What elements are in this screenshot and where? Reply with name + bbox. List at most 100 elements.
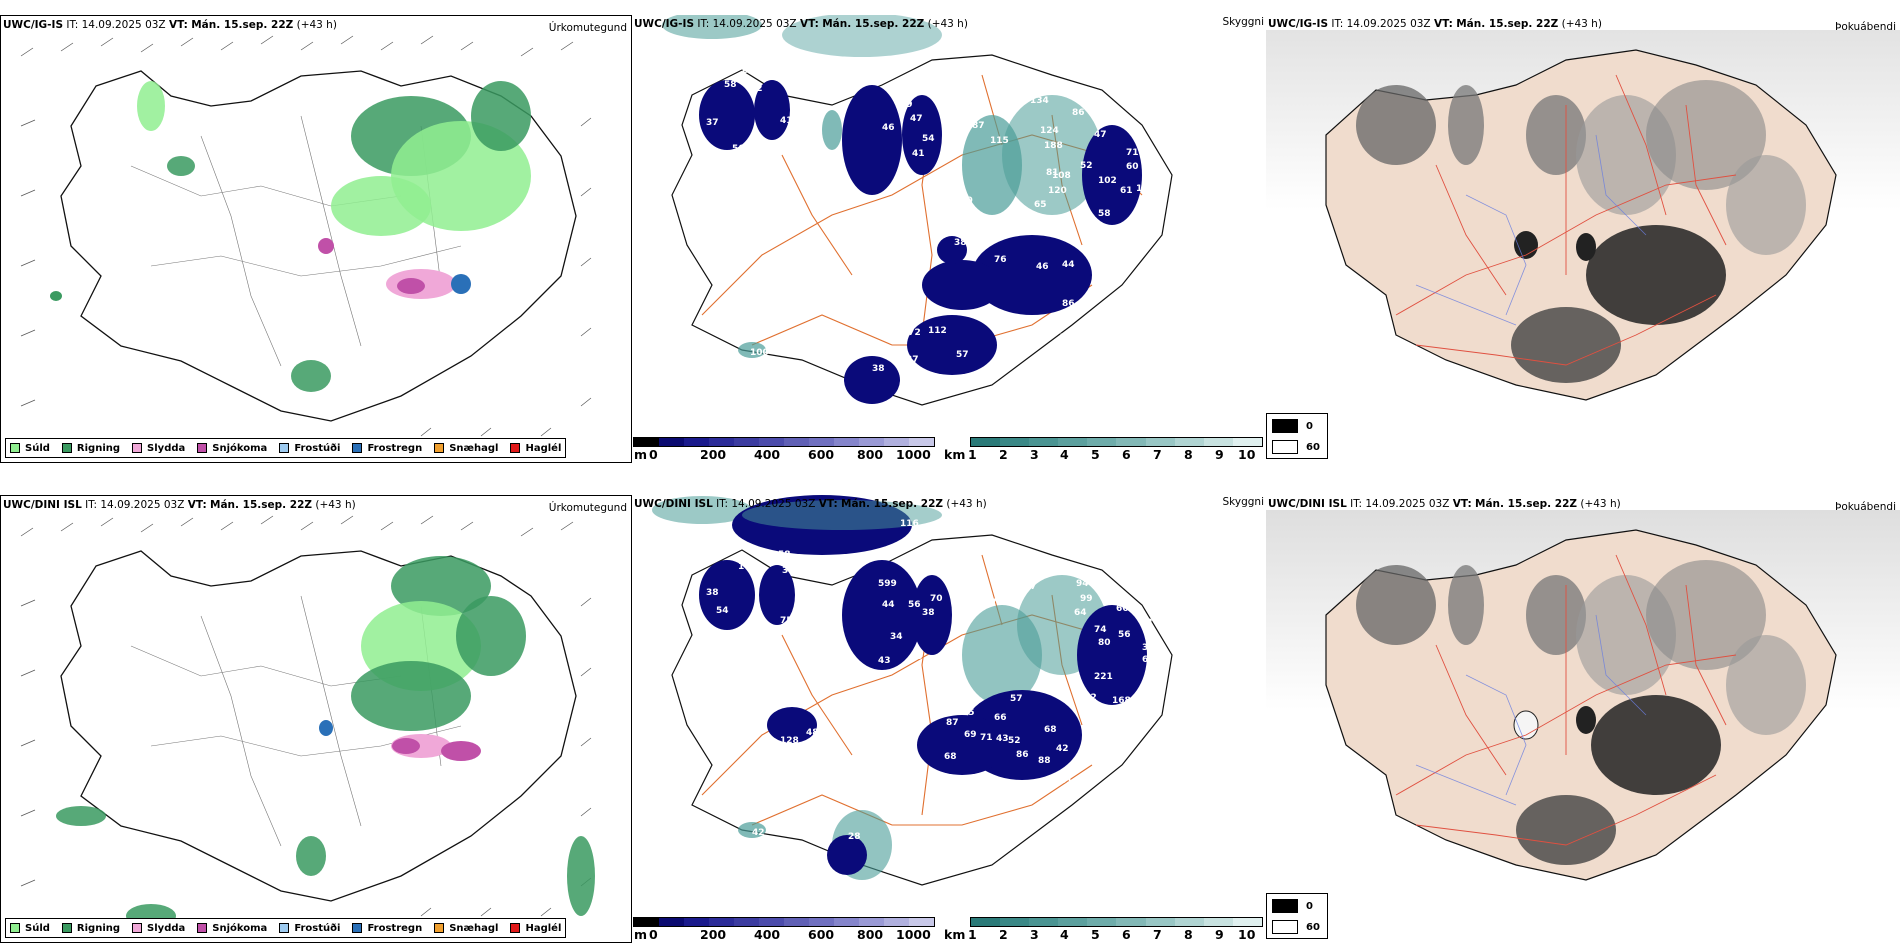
ceiling-value: 61: [1060, 776, 1073, 786]
ceiling-value: 52: [1080, 161, 1093, 171]
ceiling-tick: 200: [700, 447, 727, 462]
ceiling-value: 66: [1116, 604, 1129, 614]
ceiling-value: 38: [954, 238, 967, 248]
ceiling-value: 54: [922, 134, 935, 144]
fog-legend-row: 0: [1272, 419, 1313, 433]
visibility-tick: 10: [1238, 447, 1256, 462]
ceiling-value: 57: [956, 350, 969, 360]
legend-swatch: [352, 443, 363, 453]
visibility-tick: 5: [1091, 927, 1100, 942]
ceiling-value: 71: [980, 733, 993, 743]
ceiling-value: 128: [780, 736, 799, 746]
precip-type-panel-top: UWC/IG-IS IT: 14.09.2025 03Z VT: Mán. 15…: [0, 15, 632, 463]
ceiling-value: 64: [944, 182, 957, 192]
fog-legend-swatch: [1272, 920, 1298, 934]
legend-item-frostregn: Frostregn: [352, 443, 422, 454]
ceiling-value: 115: [990, 136, 1009, 146]
legend-item-slydda: Slydda: [132, 923, 185, 934]
ceiling-value: 47: [1094, 130, 1107, 140]
legend-swatch: [197, 923, 208, 933]
ceiling-value: 76: [994, 255, 1007, 265]
precip-header-bottom: UWC/DINI ISL IT: 14.09.2025 03Z VT: Mán.…: [3, 499, 356, 511]
fog-legend-swatch: [1272, 899, 1298, 913]
ceiling-value: 37: [706, 118, 719, 128]
ceiling-value: 108: [1052, 171, 1071, 181]
ceiling-value: 69: [900, 100, 913, 110]
legend-swatch: [61, 923, 72, 933]
ceiling-value: 48: [806, 728, 819, 738]
ceiling-value: 34: [890, 632, 903, 642]
precip-rain-areas-top: [50, 81, 531, 392]
ceiling-value: 52: [1008, 736, 1021, 746]
ceiling-value: 46: [882, 123, 895, 133]
visibility-tick: 2: [999, 927, 1008, 942]
ceiling-value: 79: [808, 636, 821, 646]
visibility-header-bottom: UWC/DINI ISL IT: 14.09.2025 03Z VT: Mán.…: [634, 498, 987, 510]
ceiling-value: 71: [1126, 148, 1139, 158]
ceiling-value: 116: [900, 519, 919, 529]
ceiling-value: 58: [778, 550, 791, 560]
legend-swatch: [132, 443, 143, 453]
precip-snow-areas-top: [318, 238, 471, 299]
legend-item-snaehagl: Snæhagl: [434, 923, 498, 934]
ceiling-value: 37: [906, 355, 919, 365]
ceiling-values-top: 62 58 32 37 41 56 98 32 46 69 54 44 47 4…: [706, 66, 1149, 398]
ceiling-value: 32: [770, 180, 783, 190]
visibility-tick: 8: [1184, 447, 1193, 462]
visibility-colorbar-top: [970, 437, 1263, 447]
ceiling-value: 45: [806, 590, 819, 600]
ceiling-value: 69: [964, 730, 977, 740]
ceiling-value: 66: [994, 713, 1007, 723]
legend-swatch: [10, 443, 20, 453]
ceiling-value: 37: [1176, 636, 1189, 646]
ceiling-value: 168: [1112, 696, 1131, 706]
ceiling-tick: 800: [857, 447, 884, 462]
visibility-tick: 6: [1122, 447, 1131, 462]
visibility-panel-bottom: 116 58 104 38 38 54 45 75 64 79 599 44 5…: [632, 495, 1266, 943]
ceiling-value: 41: [780, 116, 793, 126]
visibility-map-bottom: 116 58 104 38 38 54 45 75 64 79 599 44 5…: [652, 495, 1197, 886]
legend-item-rigning: Rigning: [61, 443, 120, 454]
ceiling-value: 172: [902, 328, 921, 338]
ceiling-value: 207: [978, 598, 997, 608]
ceiling-value: 52: [1148, 695, 1161, 705]
ceiling-value: 42: [752, 828, 765, 838]
ceiling-tick: 800: [857, 927, 884, 942]
precip-legend-top: Súld Rigning Slydda Snjókoma Frostúði Fr…: [5, 438, 567, 458]
visibility-panel-top: 62 58 32 37 41 56 98 32 46 69 54 44 47 4…: [632, 15, 1266, 463]
legend-item-snjokoma: Snjókoma: [197, 923, 267, 934]
visibility-product-label-bottom: Skyggni: [1222, 496, 1265, 508]
legend-swatch: [132, 923, 143, 933]
ceiling-value: 37: [1142, 643, 1155, 653]
ceiling-areas-bottom: [699, 560, 1147, 880]
precip-legend-bottom: Súld Rigning Slydda Snjókoma Frostúði Fr…: [5, 918, 567, 938]
ceiling-areas-top: [699, 80, 1142, 404]
legend-item-suld: Súld: [10, 923, 50, 934]
ceiling-value: 57: [1010, 694, 1023, 704]
ceiling-colorbar-unit-top: m: [634, 447, 648, 462]
visibility-tick: 5: [1091, 447, 1100, 462]
fog-product-label-top: Þokuábendi: [1835, 21, 1896, 33]
fog-gray-areas-top: [1356, 80, 1806, 383]
visibility-tick: 3: [1030, 927, 1039, 942]
precip-header-top: UWC/IG-IS IT: 14.09.2025 03Z VT: Mán. 15…: [3, 19, 337, 31]
ceiling-value: 28: [848, 832, 861, 842]
ceiling-value: 55: [962, 708, 975, 718]
ceiling-value: 42: [1056, 744, 1069, 754]
fog-panel-top: UWC/IG-IS IT: 14.09.2025 03Z VT: Mán. 15…: [1266, 15, 1900, 463]
visibility-tick: 6: [1122, 927, 1131, 942]
ceiling-colorbar-unit-bottom: m: [634, 927, 648, 942]
ceiling-value: 67: [1024, 582, 1037, 592]
ceiling-value: 56: [732, 144, 745, 154]
fog-legend-row: 0: [1272, 899, 1313, 913]
ceiling-value: 43: [1170, 665, 1183, 675]
ceiling-value: 73: [882, 789, 895, 799]
fog-legend-top: 0 60: [1266, 413, 1328, 459]
ceiling-value: 46: [1036, 262, 1049, 272]
ceiling-value: 112: [928, 326, 947, 336]
ceiling-value: 46: [926, 176, 939, 186]
ceiling-value: 86: [1072, 108, 1085, 118]
precip-map-top: [20, 35, 592, 437]
ceiling-value: 102: [1098, 176, 1117, 186]
legend-item-suld: Súld: [10, 443, 50, 454]
